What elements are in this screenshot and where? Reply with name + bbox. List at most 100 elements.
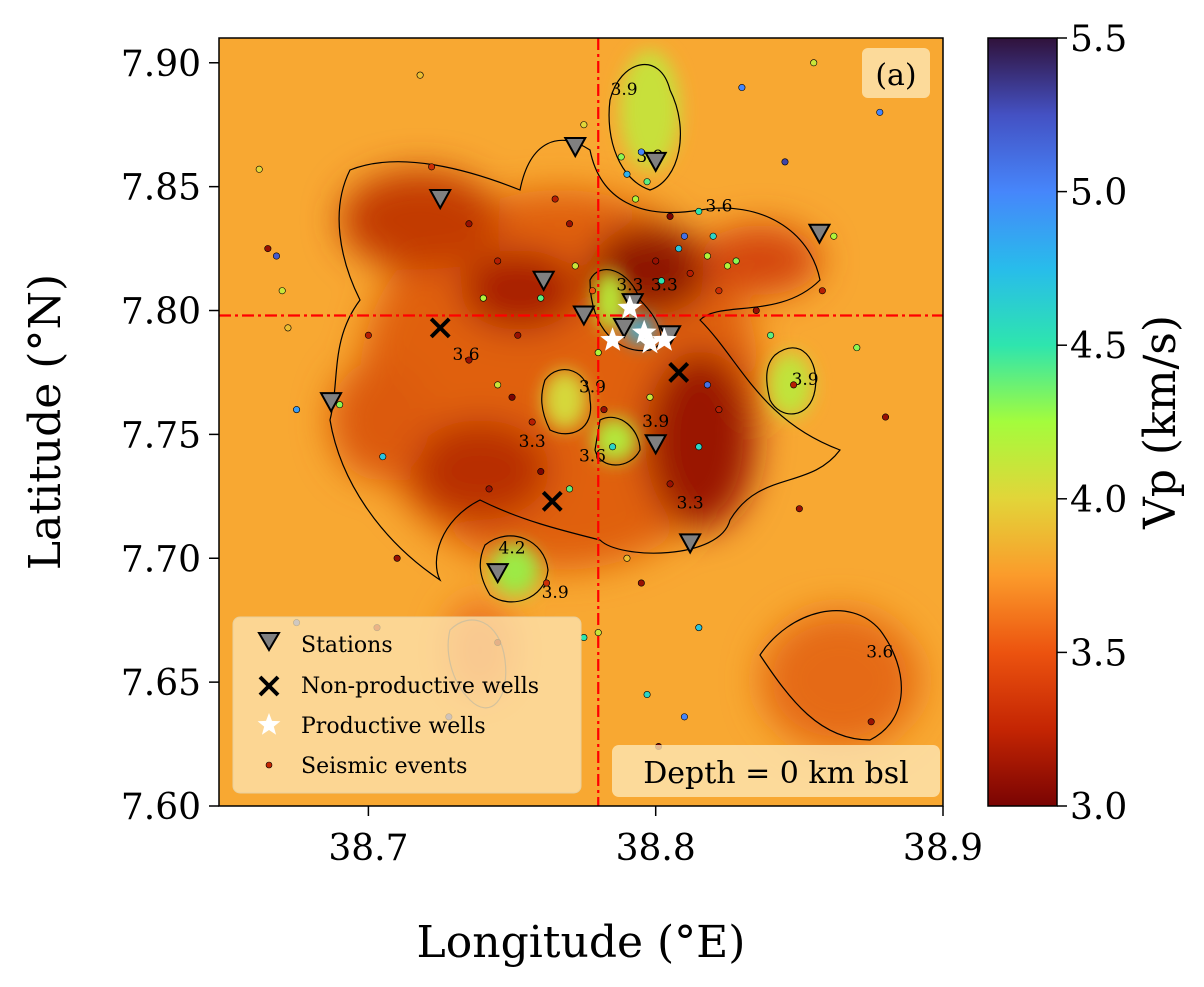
seismic-event-point [695,207,703,215]
colorbar-tick-label: 4.0 [1070,480,1127,521]
x-tick-label: 38.7 [328,828,408,869]
productive-well-marker [600,327,625,351]
contour-label: 3.3 [519,432,546,452]
seismic-event-point [623,554,631,562]
seismic-event-point [795,505,803,513]
seismic-event-point [364,331,372,339]
x-axis-label: Longitude (°E) [417,917,746,968]
seismic-event-point [594,349,602,357]
seismic-event-point [715,406,723,414]
seismic-event-point [703,381,711,389]
contour-label: 3.6 [579,447,606,467]
productive-well-marker [652,327,677,351]
station-marker [643,151,668,173]
seismic-event-point [617,153,625,161]
station-marker [428,189,452,211]
seismic-event-point [393,554,401,562]
depth-label: Depth = 0 km bsl [643,756,909,791]
seismic-event-point [600,406,608,414]
seismic-event-point [752,307,760,315]
seismic-event-point [514,331,522,339]
seismic-event-point [867,718,875,726]
colorbar-tick-label: 3.0 [1070,787,1127,828]
plot-frame [218,37,944,807]
velocity-field: 3.9 3.9 3.6 3.3 3.3 3.6 3.9 3.3 3.9 3.6 3.3 3.9 4.2 3… [219,38,943,806]
seismic-event-point [632,195,640,203]
colorbar-tick-label: 5.5 [1070,19,1127,60]
seismic-event-point [465,220,473,228]
productive-well-marker [617,295,643,319]
seismic-event-point [666,480,674,488]
seismic-event-point [255,165,263,173]
seismic-event-point [528,418,536,426]
seismic-event-point [695,443,703,451]
contour-label: 3.9 [642,412,669,432]
seismic-event-point [643,691,651,699]
seismic-event-point [537,294,545,302]
non-productive-well-marker [541,490,563,512]
x-tick-label: 38.9 [903,828,983,869]
contour-label: 3.6 [866,642,893,662]
seismic-event-point [695,624,703,632]
seismic-event-point [724,262,732,270]
legend: Stations Non-productive wells Productive… [232,616,582,794]
seismic-event-point [580,121,588,129]
colorbar-ticks: 3.0 3.5 4.0 4.5 5.0 5.5 [1057,19,1127,828]
seismic-event-point [485,485,493,493]
seismic-event-point [465,356,473,364]
seismic-event-point [293,406,301,414]
legend-label-non-productive: Non-productive wells [301,674,539,699]
seismic-event-point [781,158,789,166]
productive-well-marker [637,329,663,354]
seismic-event-point [623,170,631,178]
station-marker [531,270,556,292]
seismic-event-point [646,393,654,401]
seismic-event-point [580,634,588,642]
panel-label: (a) [875,58,916,93]
colorbar-tick-label: 5.0 [1070,173,1127,214]
seismic-event-point [657,277,665,285]
contour-label: 3.9 [611,80,638,100]
productive-wells [600,295,677,354]
contour-label: 3.9 [792,370,819,390]
seismic-event-point [428,163,436,171]
seismic-event-point [336,401,344,409]
x-tick-label: 38.8 [616,828,696,869]
non-productive-well-marker [668,362,690,383]
y-axis: 7.60 7.65 7.70 7.75 7.80 7.85 7.90 [121,44,219,828]
seismic-event-point [272,252,280,260]
seismic-event-point [882,413,890,421]
seismic-event-point [810,59,818,67]
y-tick-label: 7.90 [121,44,201,85]
seismic-event-point [680,713,688,721]
seismic-event-point [566,485,574,493]
productive-well-marker [631,319,657,344]
station-marker [319,392,343,414]
station-marker [643,434,668,456]
seismic-event-point [830,232,838,240]
seismic-event-point [876,108,884,116]
seismic-event-point [479,294,487,302]
seismic-event-point [566,220,574,228]
legend-star-icon [257,713,281,735]
station-marker [678,533,702,555]
seismic-event-point [284,324,292,332]
seismic-event-point [686,269,694,277]
colorbar [987,37,1058,807]
station-marker [563,137,587,159]
seismic-event-point [818,287,826,295]
y-axis-label: Latitude (°N) [20,274,71,570]
y-tick-label: 7.80 [121,292,201,333]
legend-label-productive: Productive wells [301,714,486,739]
seismic-event-point [767,331,775,339]
contour-label: 3.6 [453,345,480,365]
seismic-event-point [571,262,579,270]
seismic-event-point [543,579,551,587]
seismic-event-point [637,148,645,156]
seismic-event-point [643,178,651,186]
y-tick-label: 7.70 [121,539,201,580]
seismic-event-point [594,629,602,637]
non-productive-well-marker [429,317,451,339]
non-productive-wells [429,317,690,512]
